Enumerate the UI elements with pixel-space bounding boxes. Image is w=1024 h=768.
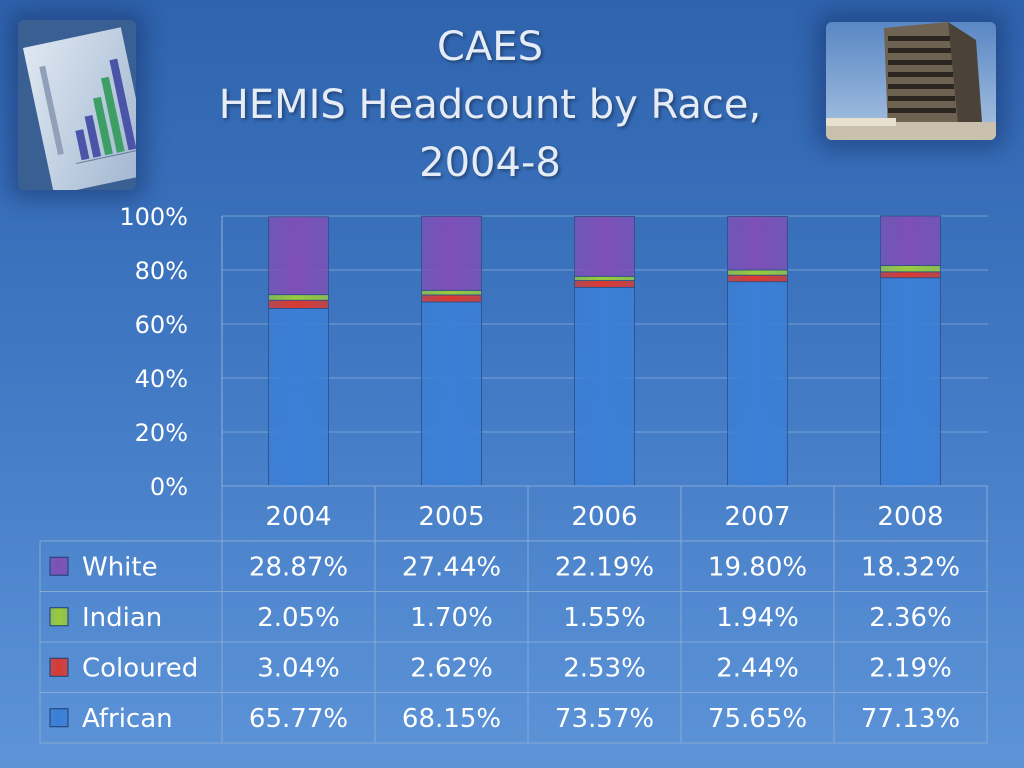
bar-indian-2005 (421, 289, 482, 296)
bar-white-2005 (421, 215, 482, 291)
y-tick-label: 60% (135, 311, 188, 339)
office-building-photo (826, 22, 996, 140)
table-cell-coloured: 3.04% (257, 653, 340, 683)
table-cell-african: 65.77% (249, 704, 348, 734)
table-cell-coloured: 2.19% (869, 653, 952, 683)
table-cell-coloured: 2.44% (716, 653, 799, 683)
bar-coloured-2007 (727, 274, 788, 283)
y-tick-label: 40% (135, 365, 188, 393)
bar-white-2004 (268, 216, 329, 296)
legend-label-white: White (82, 552, 158, 582)
title-line-2: HEMIS Headcount by Race, (218, 82, 762, 128)
bar-coloured-2004 (268, 299, 329, 309)
table-cell-indian: 1.55% (563, 603, 646, 633)
legend-label-african: African (82, 704, 173, 734)
y-tick-label: 100% (119, 203, 188, 231)
table-cell-white: 27.44% (402, 552, 501, 582)
x-category-label: 2005 (418, 502, 484, 532)
table-cell-white: 22.19% (555, 552, 654, 582)
table-cell-indian: 2.36% (869, 603, 952, 633)
table-cell-white: 28.87% (249, 552, 348, 582)
bar-white-2006 (574, 216, 635, 277)
legend-label-indian: Indian (82, 603, 162, 633)
table-cell-white: 19.80% (708, 552, 807, 582)
bar-coloured-2008 (880, 271, 941, 279)
bar-white-2007 (727, 216, 788, 271)
table-cell-african: 77.13% (861, 704, 960, 734)
table-cell-indian: 2.05% (257, 603, 340, 633)
title-line-1: CAES (437, 24, 543, 70)
table-cell-coloured: 2.53% (563, 653, 646, 683)
title-line-3: 2004-8 (419, 140, 561, 186)
x-category-label: 2008 (877, 502, 943, 532)
bar-african-2005 (421, 301, 482, 487)
slide-title: CAES HEMIS Headcount by Race, 2004-8 (160, 18, 820, 192)
y-tick-label: 80% (135, 257, 188, 285)
bar-african-2007 (727, 281, 788, 487)
table-cell-indian: 1.94% (716, 603, 799, 633)
y-tick-label: 0% (150, 473, 188, 501)
legend-key-coloured (49, 657, 69, 677)
bar-white-2008 (880, 215, 941, 266)
bar-african-2004 (268, 308, 329, 487)
legend-key-indian (49, 607, 69, 627)
bar-african-2008 (880, 277, 941, 487)
bar-coloured-2005 (421, 294, 482, 303)
x-category-label: 2007 (724, 502, 790, 532)
x-category-label: 2004 (265, 502, 331, 532)
legend-label-coloured: Coloured (82, 653, 198, 683)
bar-coloured-2006 (574, 280, 635, 288)
efficiency-chart-photo (18, 20, 136, 190)
x-category-label: 2006 (571, 502, 637, 532)
table-cell-coloured: 2.62% (410, 653, 493, 683)
table-cell-indian: 1.70% (410, 603, 493, 633)
table-cell-african: 73.57% (555, 704, 654, 734)
legend-key-white (49, 556, 69, 576)
y-tick-label: 20% (135, 419, 188, 447)
bar-indian-2004 (268, 294, 329, 301)
bar-african-2006 (574, 286, 635, 487)
bar-indian-2007 (727, 269, 788, 276)
table-cell-white: 18.32% (861, 552, 960, 582)
legend-key-african (49, 708, 69, 728)
table-cell-african: 68.15% (402, 704, 501, 734)
bar-indian-2008 (880, 265, 941, 273)
bar-indian-2006 (574, 275, 635, 281)
table-cell-african: 75.65% (708, 704, 807, 734)
